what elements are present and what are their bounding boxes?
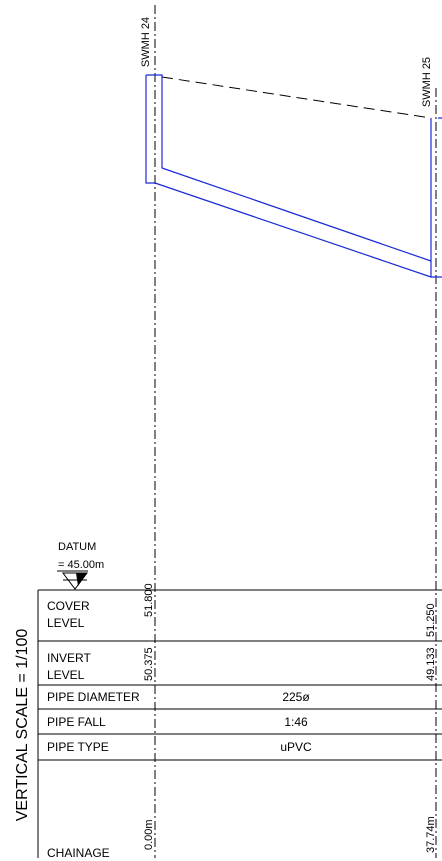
manhole-25-label: SWMH 25 [421,57,433,107]
ground-cover-line [161,76,432,119]
pipe-profile [145,74,442,278]
manhole-24-label: SWMH 24 [140,17,152,67]
row-label-invert-2: LEVEL [47,668,85,682]
mh24-invert-level: 50.375 [143,647,155,681]
mh24-cover-level: 51.800 [143,583,155,617]
row-label-cover-2: LEVEL [47,616,85,630]
data-table-grid [37,589,442,858]
row-label-pipe-fall: PIPE FALL [47,715,106,729]
pipe-fall-value: 1:46 [284,715,308,729]
vertical-scale-label: VERTICAL SCALE = 1/100 [14,629,31,822]
pipe-diameter-value: 225ø [282,690,310,704]
pipe-invert-line [154,182,432,278]
row-label-chainage: CHAINAGE [47,846,110,860]
datum-marker-icon [62,572,88,590]
mh24-chainage: 0.00m [143,819,155,850]
manhole-24-chamber [145,74,163,184]
manhole-25-chamber [430,117,442,278]
datum-label-line2: = 45.00m [58,559,104,571]
mh25-cover-level: 51.250 [425,603,437,637]
row-label-invert-1: INVERT [47,651,91,665]
row-label-cover-1: COVER [47,599,90,613]
mh25-chainage: 37.74m [425,816,437,853]
pipe-crown-line [161,167,432,262]
pipe-type-value: uPVC [280,740,312,754]
datum-label-line1: DATUM [58,541,96,553]
row-label-pipe-type: PIPE TYPE [47,740,109,754]
row-label-pipe-diameter: PIPE DIAMETER [47,690,140,704]
mh25-invert-level: 49.133 [425,647,437,681]
